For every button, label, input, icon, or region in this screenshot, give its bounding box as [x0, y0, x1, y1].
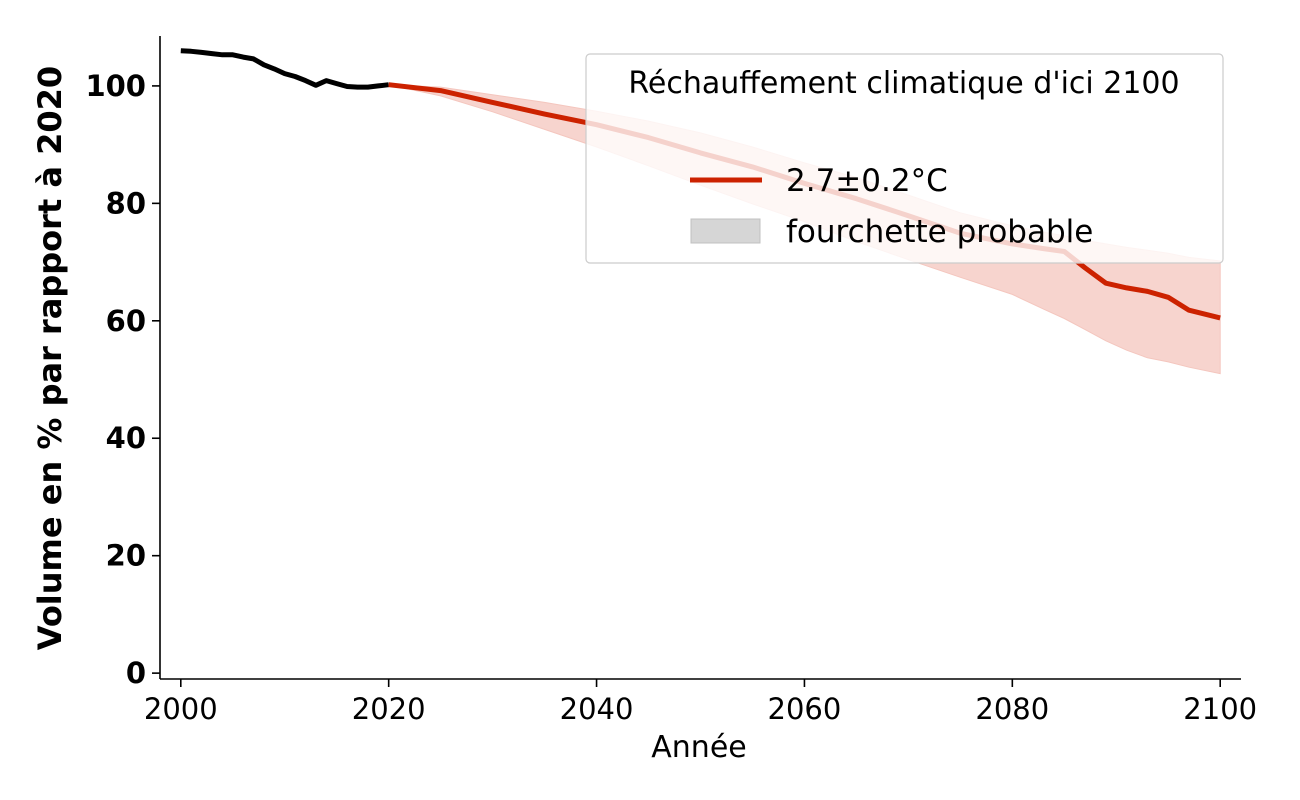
legend-entry-band: fourchette probable	[786, 214, 1093, 250]
x-ticks: 2000 2020 2040 2060 2080 2100	[144, 679, 1257, 726]
y-tick-label: 60	[106, 304, 146, 338]
legend-title: Réchauffement climatique d'ici 2100	[628, 66, 1179, 101]
y-tick-label: 40	[106, 421, 146, 455]
x-tick-label: 2060	[768, 692, 842, 726]
historical-line	[180, 48, 389, 90]
legend-entry-projection: 2.7±0.2°C	[786, 163, 948, 199]
y-tick-label: 100	[85, 69, 146, 103]
x-tick-label: 2080	[975, 692, 1049, 726]
y-tick-label: 80	[106, 186, 146, 220]
x-axis-label: Année	[651, 730, 746, 765]
x-tick-label: 2040	[560, 692, 634, 726]
y-axis-label: Volume en % par rapport à 2020	[31, 66, 69, 650]
x-tick-label: 2020	[352, 692, 426, 726]
legend-band-swatch	[690, 218, 761, 244]
x-tick-label: 2100	[1183, 692, 1257, 726]
y-ticks: 0 20 40 60 80 100	[85, 69, 160, 690]
x-tick-label: 2000	[144, 692, 218, 726]
legend: Réchauffement climatique d'ici 2100 2.7±…	[585, 53, 1224, 264]
y-tick-label: 20	[106, 539, 146, 573]
legend-frame	[585, 53, 1224, 264]
y-tick-label: 0	[126, 656, 146, 690]
